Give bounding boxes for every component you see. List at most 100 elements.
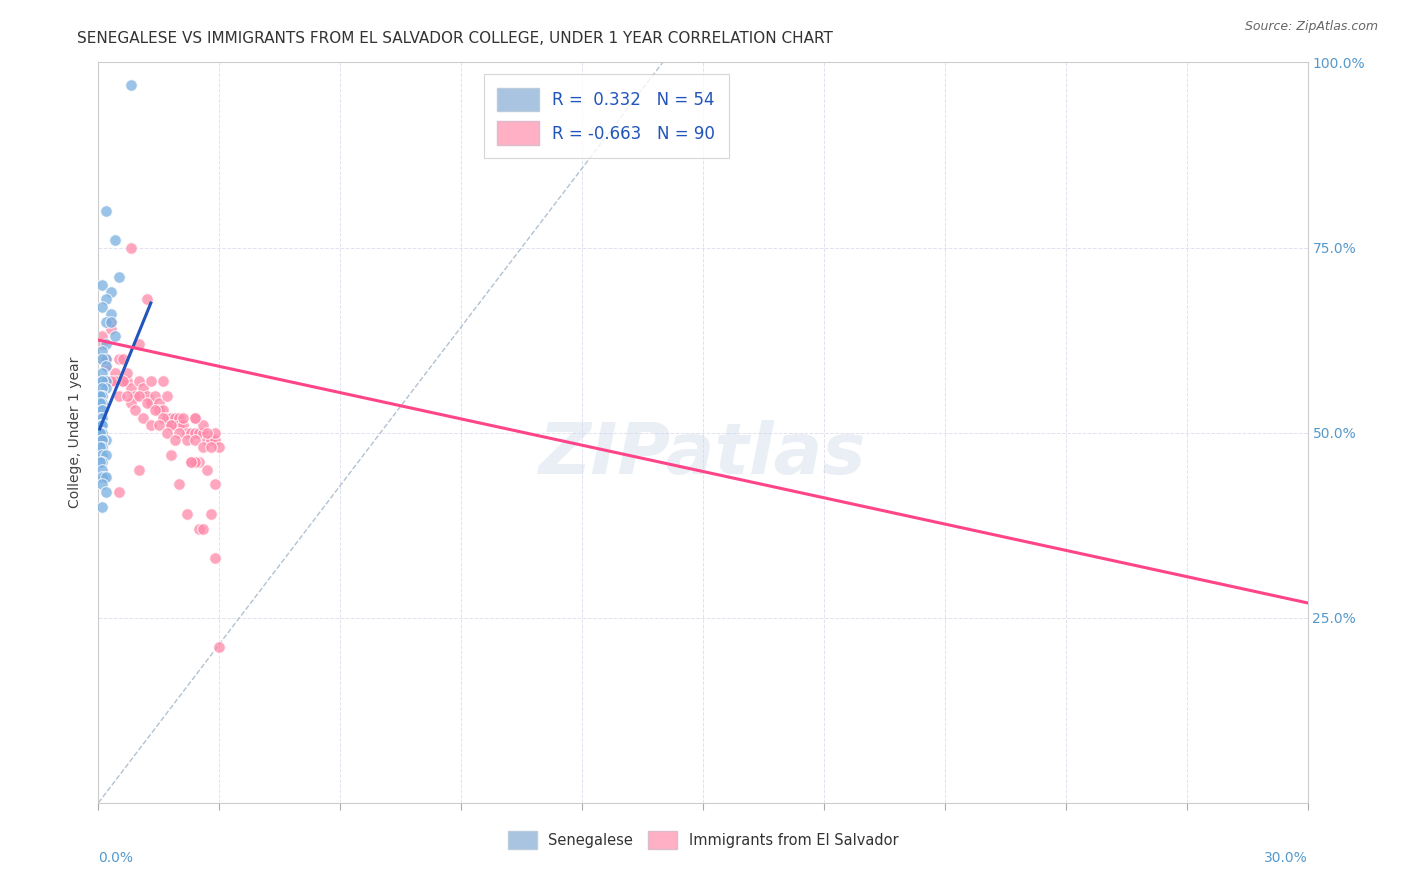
Point [91, 300, 114, 314]
Point [91, 448, 114, 462]
Point [96, 359, 118, 373]
Point [184, 455, 207, 469]
Point [91, 367, 114, 381]
Point [139, 418, 162, 433]
Point [120, 381, 142, 395]
Point [100, 322, 122, 336]
Point [115, 367, 138, 381]
Point [89, 396, 111, 410]
Point [89, 455, 111, 469]
Point [200, 507, 222, 521]
Point [107, 270, 129, 285]
Point [96, 484, 118, 499]
Point [180, 455, 202, 469]
Point [204, 477, 226, 491]
Point [148, 396, 170, 410]
Point [135, 396, 157, 410]
Point [176, 433, 198, 447]
Point [91, 374, 114, 388]
Point [160, 410, 183, 425]
Point [184, 410, 207, 425]
Point [91, 344, 114, 359]
Point [96, 470, 118, 484]
Text: ZIPatlas: ZIPatlas [540, 420, 866, 490]
Point [184, 425, 207, 440]
Point [100, 307, 122, 321]
Point [156, 388, 179, 402]
Point [167, 410, 190, 425]
Point [100, 374, 122, 388]
Point [180, 455, 202, 469]
Point [91, 388, 114, 402]
Point [195, 462, 218, 476]
Point [115, 388, 138, 402]
Point [143, 403, 166, 417]
Point [148, 418, 170, 433]
Point [96, 374, 118, 388]
Point [184, 410, 207, 425]
Point [195, 433, 218, 447]
Point [193, 418, 215, 433]
Point [89, 441, 111, 455]
Point [103, 374, 125, 388]
Point [111, 351, 134, 366]
Point [91, 403, 114, 417]
Point [103, 233, 125, 247]
Point [91, 418, 114, 433]
Point [160, 418, 183, 433]
Point [124, 403, 146, 417]
Point [132, 381, 155, 395]
Point [91, 388, 114, 402]
Point [91, 500, 114, 514]
Point [89, 418, 111, 433]
Point [167, 477, 190, 491]
Point [115, 374, 138, 388]
Point [184, 433, 207, 447]
Point [176, 507, 198, 521]
Point [91, 351, 114, 366]
Point [107, 374, 129, 388]
Point [91, 277, 114, 292]
Point [193, 522, 215, 536]
Point [96, 203, 118, 218]
Point [91, 403, 114, 417]
Point [195, 425, 218, 440]
Text: Source: ZipAtlas.com: Source: ZipAtlas.com [1244, 20, 1378, 33]
Point [200, 441, 222, 455]
Point [93, 470, 115, 484]
Point [96, 351, 118, 366]
Point [152, 410, 174, 425]
Point [120, 240, 142, 255]
Point [193, 441, 215, 455]
Point [167, 418, 190, 433]
Point [139, 396, 162, 410]
Point [89, 425, 111, 440]
Point [193, 425, 215, 440]
Point [96, 433, 118, 447]
Point [100, 314, 122, 328]
Point [180, 425, 202, 440]
Point [135, 293, 157, 307]
Point [96, 314, 118, 328]
Point [91, 462, 114, 476]
Point [120, 78, 142, 92]
Point [103, 329, 125, 343]
Point [91, 455, 114, 469]
Point [188, 425, 211, 440]
Point [204, 551, 226, 566]
Point [208, 441, 231, 455]
Point [91, 433, 114, 447]
Text: SENEGALESE VS IMMIGRANTS FROM EL SALVADOR COLLEGE, UNDER 1 YEAR CORRELATION CHAR: SENEGALESE VS IMMIGRANTS FROM EL SALVADO… [77, 31, 834, 46]
Point [135, 388, 157, 402]
Point [96, 359, 118, 373]
Point [188, 455, 211, 469]
Point [160, 418, 183, 433]
Point [91, 425, 114, 440]
Point [120, 396, 142, 410]
Point [163, 433, 186, 447]
Point [188, 522, 211, 536]
Point [176, 425, 198, 440]
Point [91, 470, 114, 484]
Point [172, 410, 194, 425]
Point [208, 640, 231, 655]
